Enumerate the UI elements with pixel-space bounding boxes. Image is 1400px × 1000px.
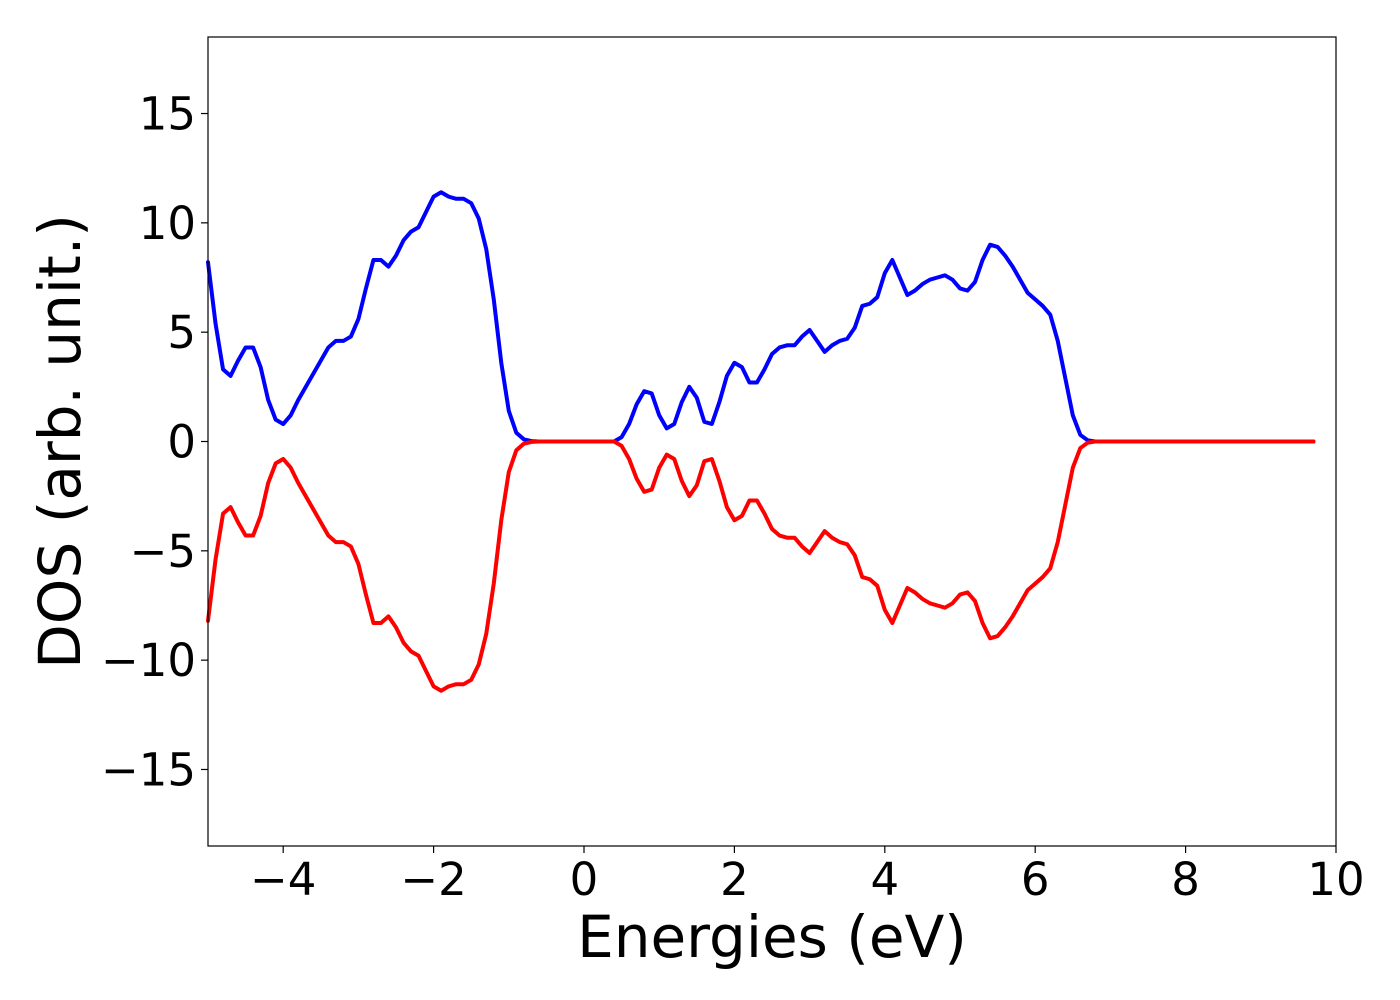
y-tick-label: 15 [139,88,196,141]
series-line-1 [206,190,1316,444]
x-tick-label: 2 [720,853,749,906]
x-tick-label: 0 [570,853,599,906]
x-tick-label: 4 [870,853,899,906]
x-tick-label: 6 [1021,853,1050,906]
x-tick-label: 10 [1307,853,1364,906]
y-tick-label: 0 [167,416,196,469]
y-tick-label: −10 [101,634,196,687]
y-tick-label: −5 [130,525,196,578]
x-tick-label: 8 [1171,853,1200,906]
y-axis-title: DOS (arb. unit.) [26,214,94,669]
x-tick-label: −4 [250,853,316,906]
y-tick-label: 5 [167,306,196,359]
y-tick-label: −15 [101,743,196,796]
x-axis-title: Energies (eV) [577,903,967,971]
y-axis-ticks: −15 −10 −5 0 5 10 15 [101,88,208,796]
series-line-2 [206,439,1316,693]
x-axis-ticks: −4 −2 0 2 4 6 8 10 [250,846,1365,906]
x-tick-label: −2 [400,853,466,906]
series-layer [206,190,1316,693]
y-tick-label: 10 [139,197,196,250]
